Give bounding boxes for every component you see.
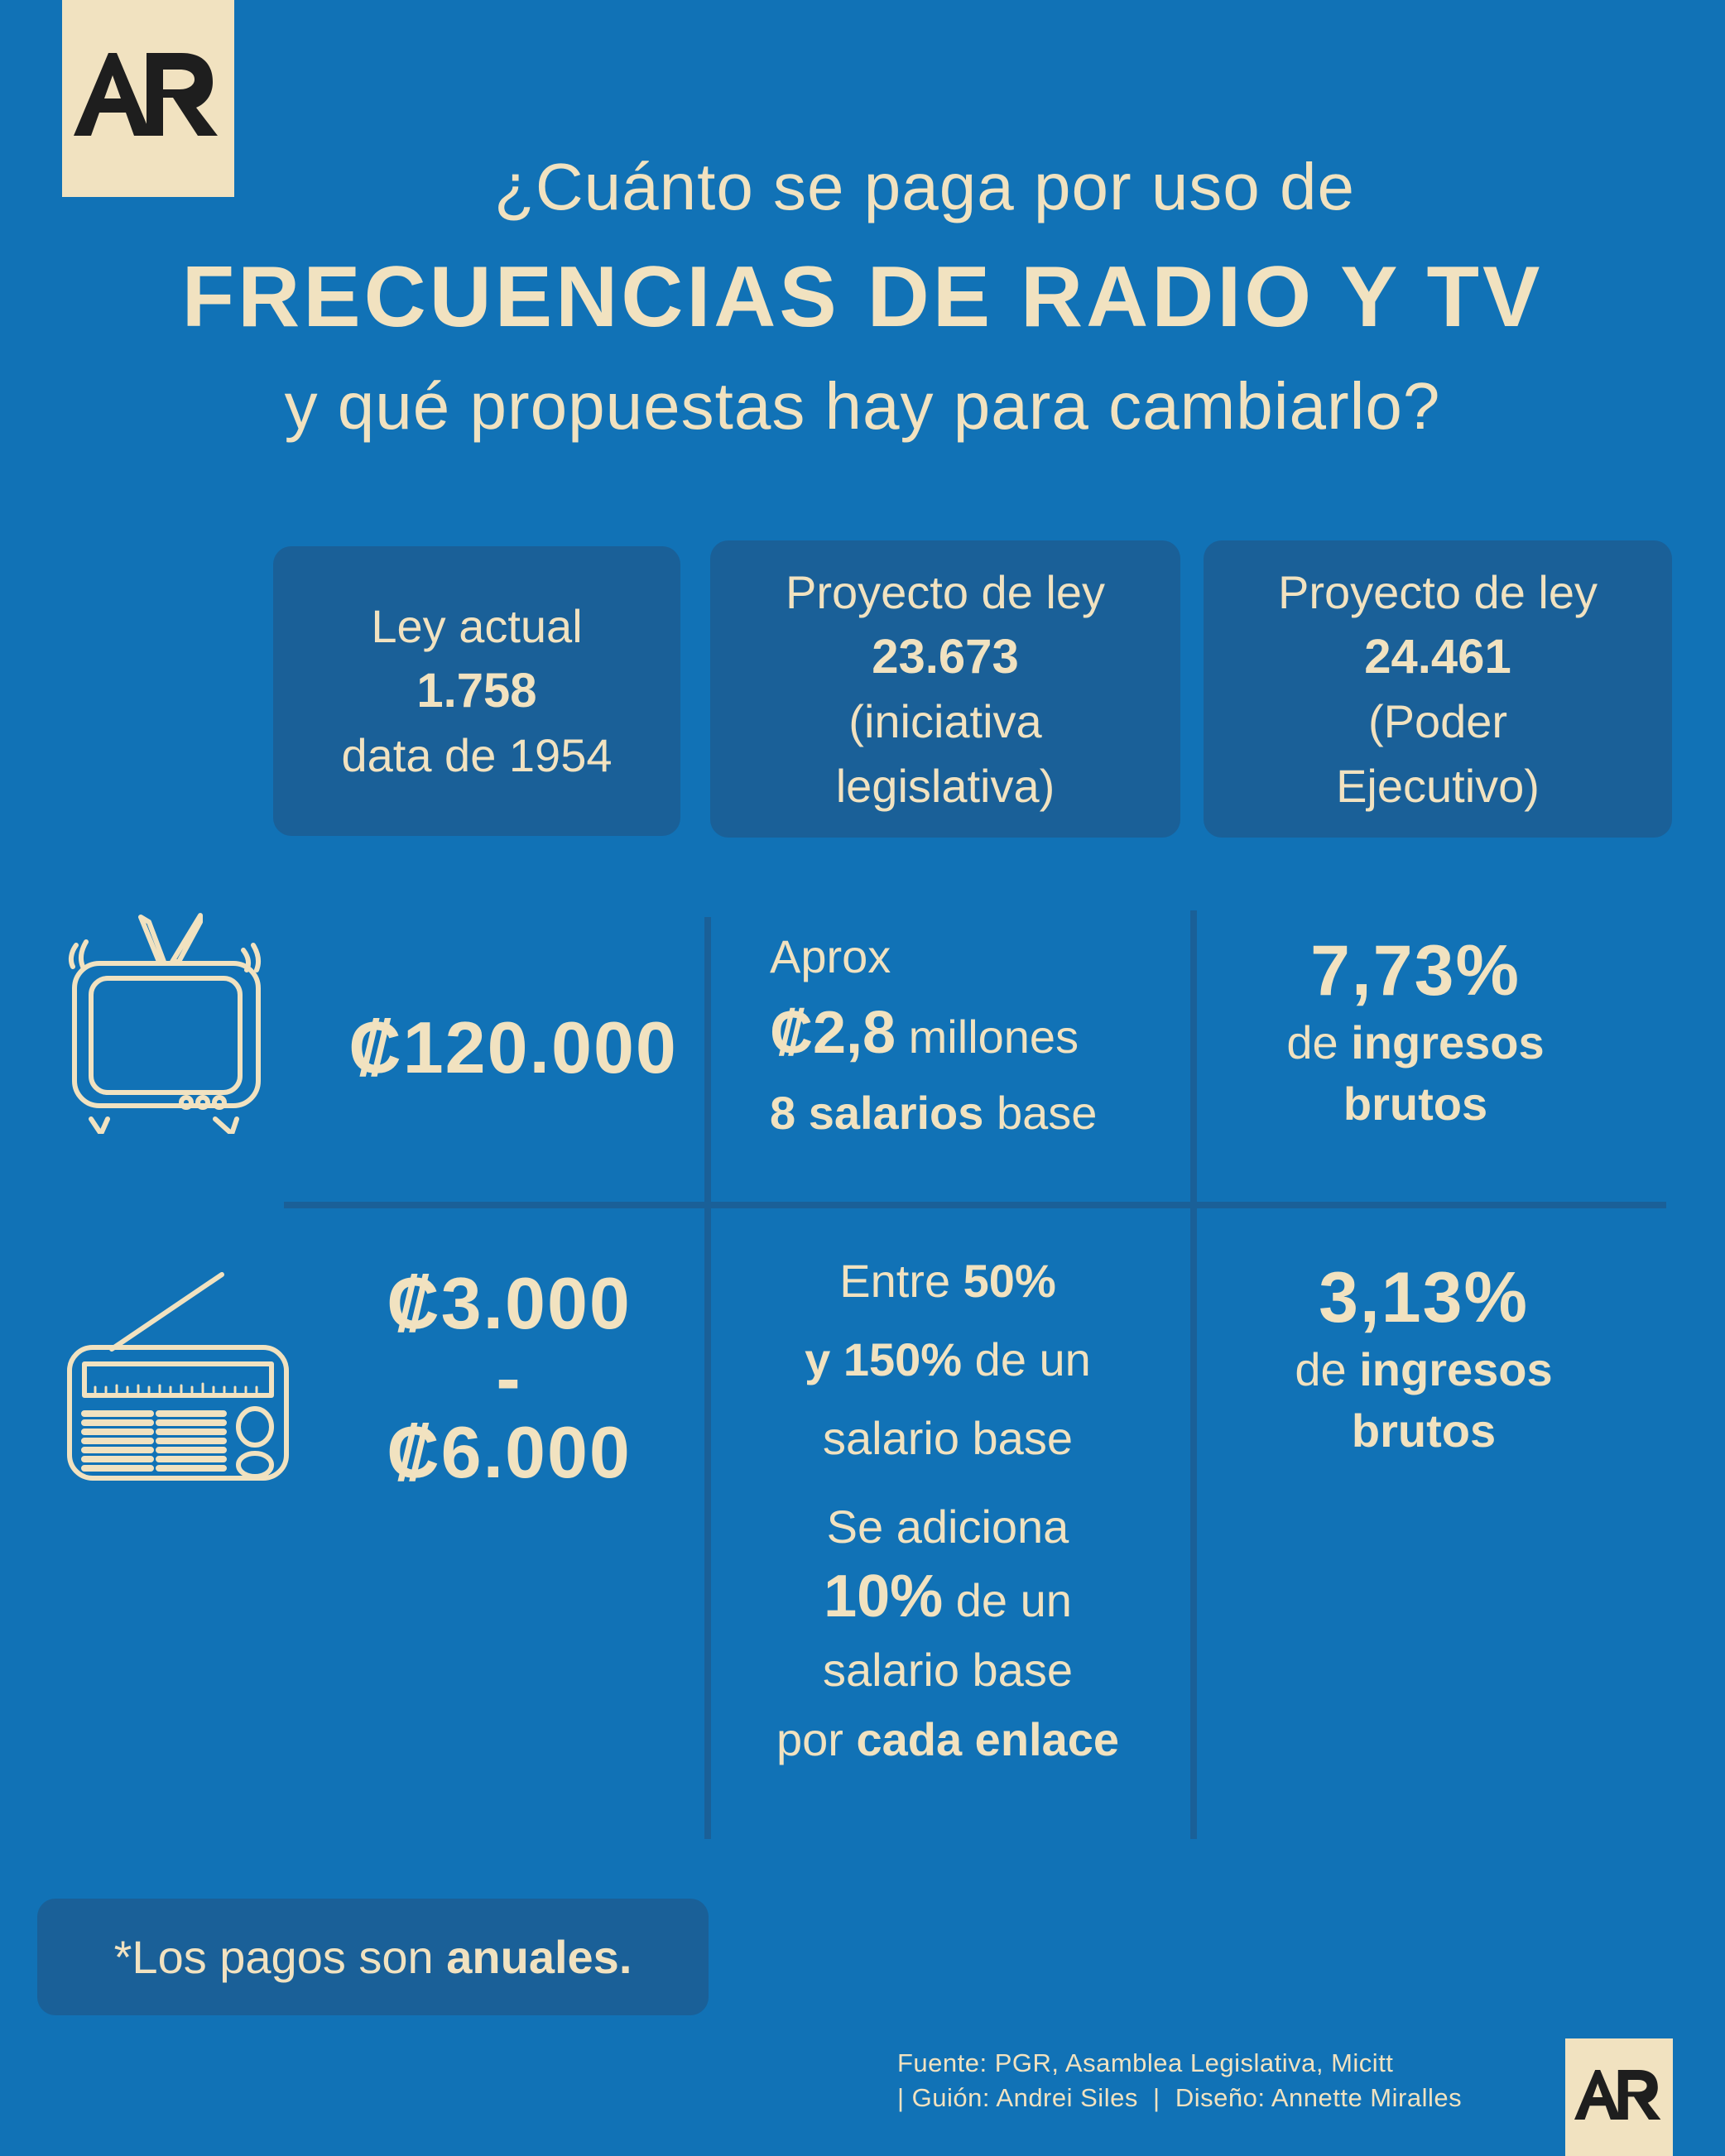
range-low: 50%	[963, 1255, 1056, 1307]
title-headline: FRECUENCIAS DE RADIO Y TV	[181, 249, 1544, 345]
additional-rest: de un	[955, 1574, 1072, 1626]
fee-separator: -	[496, 1337, 522, 1419]
divider-vertical-1	[704, 917, 711, 1839]
range-unit: salario base	[823, 1412, 1073, 1464]
credits: Fuente: PGR, Asamblea Legislativa, Micit…	[897, 2046, 1559, 2115]
approx-label: Aprox	[770, 930, 891, 982]
pct-base-cont: brutos	[1351, 1405, 1497, 1457]
header-bill-24461: Proyecto de ley 24.461 (Poder Ejecutivo)	[1204, 540, 1672, 838]
bill-origin-cont: legislativa)	[835, 759, 1055, 812]
range-high: y 150%	[805, 1333, 963, 1385]
logo-bottom	[1565, 2038, 1673, 2156]
title-subquestion: y qué propuestas hay para cambiarlo?	[284, 369, 1441, 443]
pct-pre: de	[1295, 1343, 1347, 1395]
percentage: 3,13%	[1319, 1258, 1529, 1337]
bill-origin: (Poder	[1367, 694, 1508, 747]
additional-pct: 10%	[824, 1563, 944, 1630]
tv-bill-23673-fee: Aprox ₡2,8 millones 8 salarios base	[720, 919, 1184, 1151]
amount-unit: millones	[908, 1011, 1079, 1063]
pct-base-cont: brutos	[1343, 1078, 1488, 1130]
law-number: 1.758	[416, 664, 537, 718]
bill-number: 23.673	[872, 629, 1019, 684]
ar-logo-icon	[1574, 2070, 1661, 2120]
logo-top	[62, 0, 234, 197]
pct-pre: de	[1286, 1016, 1338, 1068]
footnote-text: *Los pagos son	[113, 1931, 434, 1983]
link-bold: cada enlace	[856, 1713, 1120, 1765]
credits-authors: | Guión: Andrei Siles | Diseño: Annette …	[897, 2083, 1463, 2112]
radio-bill-24461-fee: 3,13% de ingresos brutos	[1208, 1258, 1639, 1460]
footnote-box: *Los pagos son anuales.	[37, 1899, 709, 2015]
television-icon	[66, 910, 273, 1136]
link-pre: por	[776, 1713, 843, 1765]
salaries-unit: base	[996, 1087, 1098, 1139]
header-bill-23673: Proyecto de ley 23.673 (iniciativa legis…	[710, 540, 1180, 838]
tv-current-fee: ₡120.000	[348, 1006, 678, 1088]
header-label: Proyecto de ley	[786, 565, 1105, 618]
pct-base: ingresos	[1359, 1343, 1553, 1395]
bill-number: 24.461	[1364, 629, 1511, 684]
range-rest: de un	[974, 1333, 1091, 1385]
salaries-count: 8 salarios	[770, 1087, 984, 1139]
ar-logo-icon	[74, 53, 218, 136]
radio-bill-23673-fee: Entre 50% y 150% de un salario base Se a…	[712, 1241, 1184, 1774]
percentage: 7,73%	[1310, 931, 1521, 1011]
credits-source: Fuente: PGR, Asamblea Legislativa, Micit…	[897, 2048, 1394, 2077]
amount: ₡2,8	[770, 1000, 896, 1066]
law-date: data de 1954	[341, 729, 613, 781]
divider-vertical-2	[1190, 910, 1197, 1839]
pct-base: ingresos	[1351, 1016, 1545, 1068]
header-label: Ley actual	[371, 600, 583, 652]
footnote-bold: anuales.	[446, 1931, 632, 1983]
range-pre: Entre	[839, 1255, 951, 1307]
radio-current-fee: ₡3.000 - ₡6.000	[327, 1266, 691, 1490]
tv-bill-24461-fee: 7,73% de ingresos brutos	[1200, 931, 1631, 1133]
fee-low: ₡3.000	[387, 1262, 632, 1344]
additional-label: Se adiciona	[826, 1501, 1069, 1553]
header-label: Proyecto de ley	[1278, 565, 1598, 618]
radio-icon	[66, 1266, 291, 1481]
bill-origin-cont: Ejecutivo)	[1336, 759, 1540, 812]
header-current-law: Ley actual 1.758 data de 1954	[273, 546, 680, 836]
fee-high: ₡6.000	[387, 1411, 632, 1493]
additional-unit: salario base	[823, 1644, 1073, 1696]
bill-origin: (iniciativa	[848, 694, 1042, 747]
title-question: ¿Cuánto se paga por uso de	[493, 150, 1356, 223]
divider-horizontal	[284, 1202, 1666, 1208]
